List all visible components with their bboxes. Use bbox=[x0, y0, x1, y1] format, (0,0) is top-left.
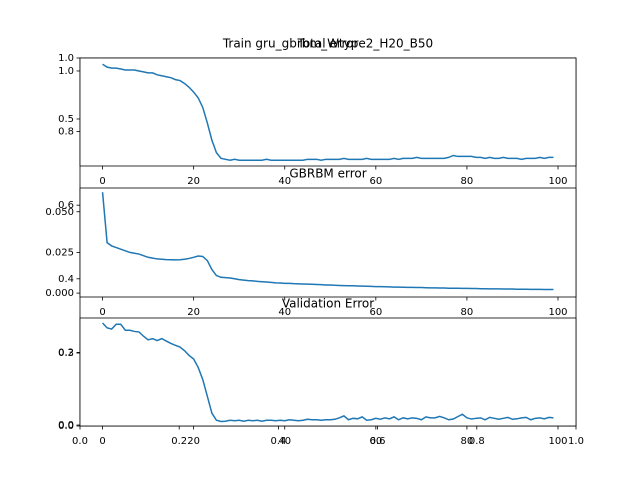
y-tick-label: 0.025 bbox=[45, 247, 74, 258]
x-tick-label: 40 bbox=[278, 307, 291, 318]
y-tick-label: 0.0 bbox=[58, 420, 74, 431]
x-tick-label: 0 bbox=[99, 436, 105, 447]
x-tick-label: 80 bbox=[461, 176, 474, 187]
axes-title: Total error bbox=[297, 37, 359, 51]
error-line bbox=[101, 192, 554, 291]
y-tick-label: 0.050 bbox=[45, 207, 74, 218]
x-tick-label: 100 bbox=[548, 307, 567, 318]
x-tick-label: 40 bbox=[278, 176, 291, 187]
y-tick-label: 1.0 bbox=[58, 66, 74, 77]
y-tick-label: 0.5 bbox=[58, 114, 74, 125]
y-tick-label: 0.6 bbox=[58, 200, 74, 211]
y-tick-label: 0.0 bbox=[58, 421, 74, 432]
y-tick-label: 0.3 bbox=[58, 348, 74, 359]
x-tick-label: 0 bbox=[99, 176, 105, 187]
x-tick-label: 20 bbox=[187, 176, 200, 187]
x-tick-label: 0.6 bbox=[370, 436, 386, 447]
y-tick-label: 0.000 bbox=[45, 288, 74, 299]
figure-title: Train gru_gbrbm_Wtype2_H20_B50 bbox=[222, 37, 433, 51]
x-tick-label: 0.0 bbox=[72, 436, 88, 447]
x-tick-label: 0 bbox=[99, 307, 105, 318]
axes-frame bbox=[79, 187, 577, 298]
axes-title: GBRBM error bbox=[289, 167, 366, 181]
y-tick-label: 0.8 bbox=[58, 127, 74, 138]
error-line bbox=[102, 322, 554, 423]
x-tick-label: 1.0 bbox=[568, 436, 584, 447]
x-tick-label: 60 bbox=[369, 176, 382, 187]
y-tick-label: 0.4 bbox=[58, 274, 74, 285]
x-tick-label: 0.4 bbox=[270, 436, 286, 447]
axes-frame bbox=[79, 317, 577, 427]
x-tick-label: 80 bbox=[461, 436, 474, 447]
x-tick-label: 20 bbox=[187, 307, 200, 318]
y-tick-label: 0.2 bbox=[58, 347, 74, 358]
x-tick-label: 40 bbox=[278, 436, 291, 447]
x-tick-label: 100 bbox=[548, 436, 567, 447]
y-tick-label: 1.0 bbox=[58, 53, 74, 64]
x-tick-label: 20 bbox=[187, 436, 200, 447]
axes-background bbox=[80, 318, 576, 426]
axes-frame bbox=[79, 57, 577, 167]
x-tick-label: 80 bbox=[461, 307, 474, 318]
x-tick-label: 60 bbox=[369, 307, 382, 318]
axes-title: Validation Error bbox=[282, 297, 374, 311]
error-line bbox=[102, 63, 554, 162]
x-tick-label: 0.8 bbox=[469, 436, 485, 447]
x-tick-label: 0.2 bbox=[171, 436, 187, 447]
x-tick-label: 100 bbox=[548, 176, 567, 187]
x-tick-label: 60 bbox=[369, 436, 382, 447]
axes-background bbox=[80, 188, 576, 297]
